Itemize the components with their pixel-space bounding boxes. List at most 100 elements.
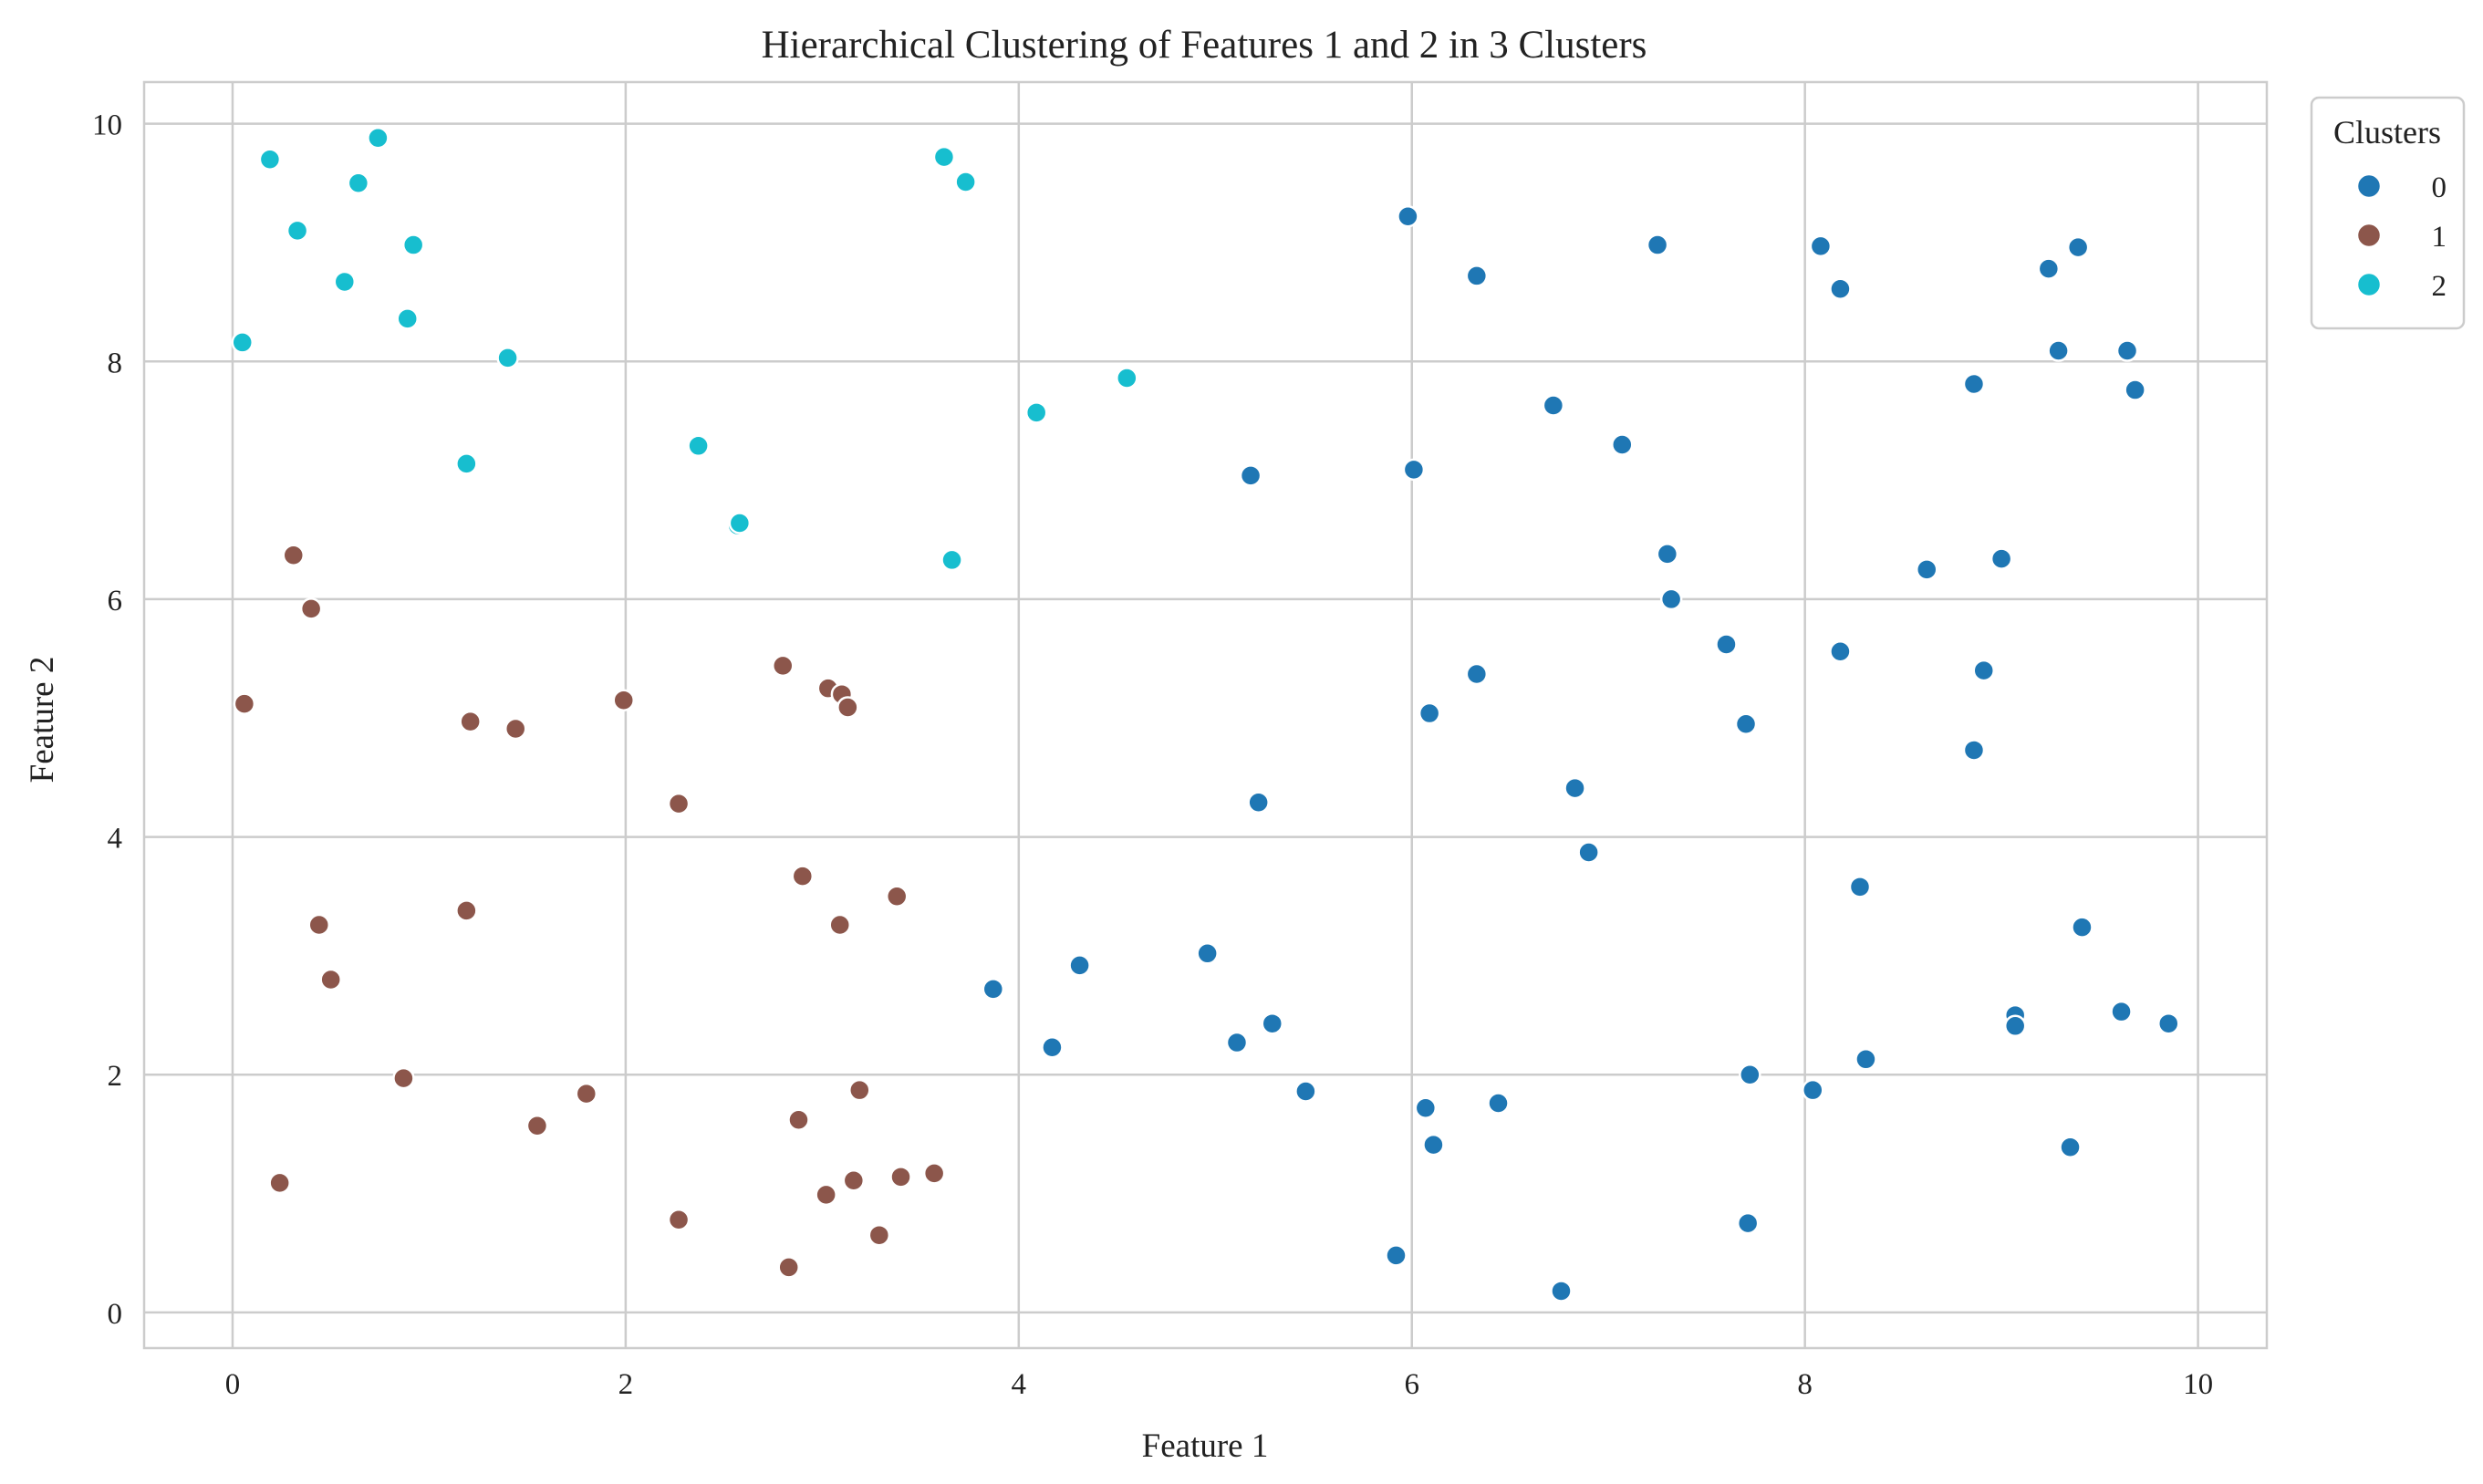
data-point	[1659, 587, 1683, 611]
data-point	[940, 548, 963, 572]
data-point	[1465, 662, 1489, 686]
data-point	[347, 171, 370, 195]
data-point	[401, 233, 425, 256]
data-point	[1294, 1080, 1317, 1103]
data-point	[307, 913, 331, 937]
data-point	[842, 1168, 866, 1192]
data-point	[1829, 640, 1852, 663]
data-point	[1239, 464, 1262, 487]
data-points	[231, 127, 2180, 1302]
data-point	[1487, 1092, 1510, 1115]
data-point	[2059, 1136, 2082, 1158]
data-point	[396, 307, 419, 330]
data-point	[1854, 1048, 1877, 1071]
data-point	[889, 1166, 912, 1188]
data-point	[612, 689, 635, 711]
data-point	[836, 696, 859, 719]
data-point	[1972, 659, 1995, 682]
data-point	[1542, 394, 1565, 417]
data-point	[687, 434, 710, 458]
data-point	[1829, 277, 1852, 301]
data-point	[922, 1162, 946, 1185]
data-point	[1736, 1211, 1760, 1235]
data-point	[787, 1108, 810, 1132]
data-point	[455, 452, 478, 475]
y-axis-ticks: 0 2 4 6 8 10	[92, 109, 122, 1331]
data-point	[1990, 547, 2013, 570]
data-point	[1646, 233, 1669, 256]
data-point	[728, 512, 752, 534]
data-point	[1577, 841, 1600, 864]
data-point	[954, 171, 977, 193]
data-point	[286, 219, 309, 243]
legend-title: Clusters	[2333, 114, 2441, 150]
data-point	[867, 1223, 891, 1247]
data-point	[1402, 458, 1426, 482]
x-tick-label: 2	[618, 1368, 634, 1401]
data-point	[1247, 791, 1270, 815]
data-point	[2115, 339, 2139, 362]
legend-label-2: 2	[2432, 270, 2447, 303]
data-point	[2003, 1014, 2027, 1038]
data-point	[791, 865, 815, 887]
data-point	[982, 978, 1005, 1001]
series-0	[982, 205, 2180, 1302]
data-point	[777, 1256, 800, 1279]
data-point	[2066, 235, 2090, 259]
data-point	[319, 968, 342, 991]
data-point	[1848, 876, 1872, 898]
series-1	[233, 544, 946, 1279]
data-point	[828, 913, 851, 937]
data-point	[667, 1208, 691, 1231]
data-point	[258, 148, 282, 171]
data-point	[1116, 367, 1138, 389]
y-tick-label: 8	[108, 347, 123, 379]
data-point	[1734, 712, 1758, 736]
data-point	[459, 710, 482, 733]
data-point	[1041, 1036, 1064, 1059]
x-tick-label: 0	[225, 1368, 241, 1401]
chart-title: Hierarchical Clustering of Features 1 an…	[762, 24, 1647, 67]
data-point	[1261, 1012, 1284, 1035]
data-point	[1225, 1031, 1249, 1054]
data-point	[1196, 942, 1219, 965]
legend: Clusters 0 1 2	[2310, 96, 2466, 330]
data-point	[299, 597, 323, 620]
y-tick-label: 6	[108, 585, 123, 617]
data-point	[2157, 1012, 2180, 1035]
data-point	[2071, 916, 2093, 939]
data-point	[1962, 739, 1986, 762]
data-point	[932, 145, 956, 169]
legend-marker-2	[2355, 271, 2383, 298]
data-point	[1550, 1280, 1573, 1302]
data-point	[1024, 401, 1048, 424]
data-point	[1422, 1133, 1445, 1157]
data-point	[525, 1115, 549, 1137]
x-axis-ticks: 0 2 4 6 8 10	[225, 1368, 2213, 1401]
data-point	[2047, 339, 2070, 362]
data-point	[1385, 1244, 1408, 1267]
data-point	[1915, 558, 1938, 581]
data-point	[1802, 1078, 1824, 1102]
data-point	[815, 1183, 837, 1207]
data-point	[1068, 954, 1091, 977]
data-point	[367, 127, 390, 150]
data-point	[504, 717, 527, 741]
data-point	[1715, 633, 1738, 656]
data-point	[392, 1066, 415, 1090]
data-point	[1397, 205, 1419, 228]
legend-marker-1	[2355, 222, 2383, 249]
y-tick-label: 4	[108, 823, 123, 856]
x-tick-label: 10	[2183, 1368, 2213, 1401]
data-point	[848, 1078, 871, 1102]
legend-label-1: 1	[2432, 221, 2447, 254]
y-tick-label: 0	[108, 1298, 123, 1331]
series-2	[231, 127, 1138, 572]
x-axis-label: Feature 1	[1142, 1427, 1269, 1465]
data-point	[496, 347, 519, 369]
legend-box	[2310, 96, 2466, 330]
data-point	[1809, 234, 1833, 258]
data-point	[233, 692, 256, 715]
data-point	[1564, 776, 1586, 800]
